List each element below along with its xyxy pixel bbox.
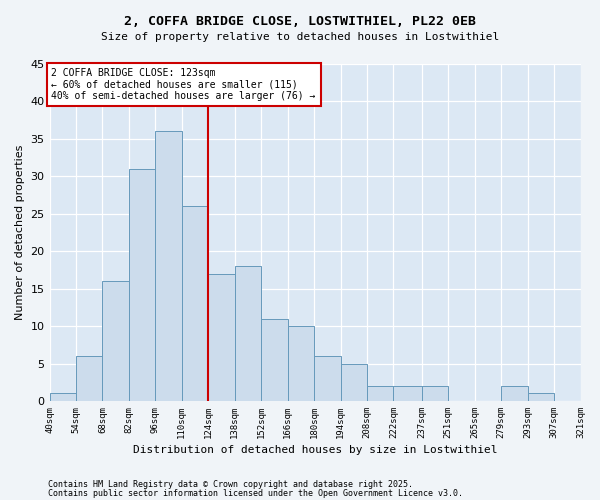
Y-axis label: Number of detached properties: Number of detached properties (15, 145, 25, 320)
Bar (367, 386, 394, 401)
Bar (208, 274, 235, 401)
Bar (235, 266, 261, 401)
Bar (182, 206, 208, 401)
Bar (501, 386, 527, 401)
Bar (155, 132, 182, 401)
Bar (422, 386, 448, 401)
Bar (341, 364, 367, 401)
Bar (129, 169, 155, 401)
Text: 2 COFFA BRIDGE CLOSE: 123sqm
← 60% of detached houses are smaller (115)
40% of s: 2 COFFA BRIDGE CLOSE: 123sqm ← 60% of de… (52, 68, 316, 101)
Text: Contains HM Land Registry data © Crown copyright and database right 2025.: Contains HM Land Registry data © Crown c… (48, 480, 413, 489)
Bar (103, 281, 129, 401)
Bar (527, 394, 554, 401)
Text: Contains public sector information licensed under the Open Government Licence v3: Contains public sector information licen… (48, 488, 463, 498)
Bar (287, 326, 314, 401)
Bar (76, 356, 103, 401)
X-axis label: Distribution of detached houses by size in Lostwithiel: Distribution of detached houses by size … (133, 445, 497, 455)
Bar (314, 356, 341, 401)
Text: Size of property relative to detached houses in Lostwithiel: Size of property relative to detached ho… (101, 32, 499, 42)
Text: 2, COFFA BRIDGE CLOSE, LOSTWITHIEL, PL22 0EB: 2, COFFA BRIDGE CLOSE, LOSTWITHIEL, PL22… (124, 15, 476, 28)
Bar (50, 394, 76, 401)
Bar (394, 386, 422, 401)
Bar (261, 318, 287, 401)
